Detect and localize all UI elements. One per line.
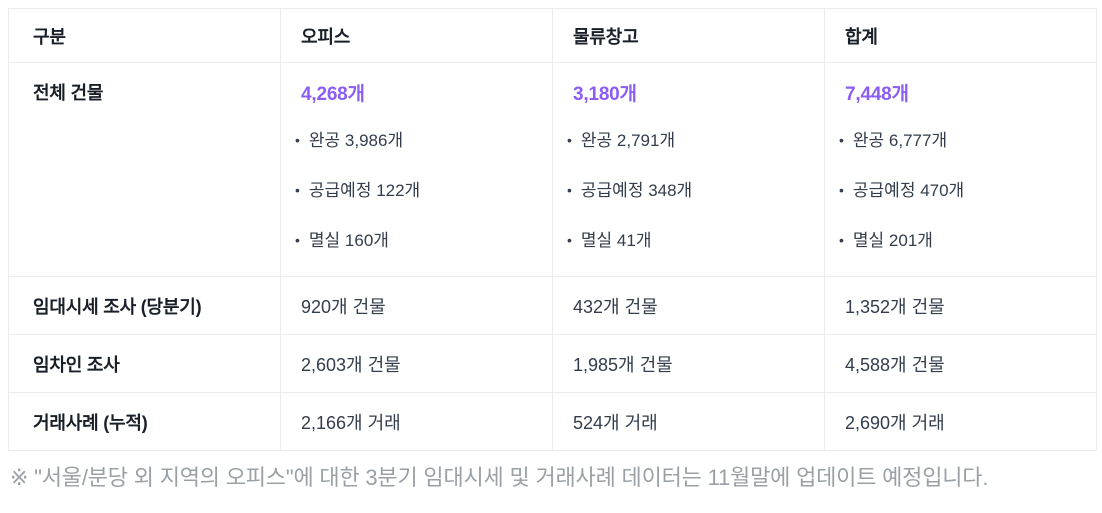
cell-rent-survey-total: 1,352개 건물 (824, 276, 1097, 335)
cell-tenant-survey-office: 2,603개 건물 (280, 334, 553, 393)
footnote: ※ "서울/분당 외 지역의 오피스"에 대한 3분기 임대시세 및 거래사례 … (10, 465, 989, 490)
total-count-warehouse: 3,180개 (573, 84, 637, 105)
breakdown-item: 멸실 201개 (839, 226, 1080, 251)
table-row-rent-survey: 임대시세 조사 (당분기) 920개 건물 432개 건물 1,352개 건물 (8, 276, 1097, 335)
breakdown-item: 완공 2,791개 (567, 126, 808, 151)
table-row-tenant-survey: 임차인 조사 2,603개 건물 1,985개 건물 4,588개 건물 (8, 334, 1097, 393)
page: 구분 오피스 물류창고 합계 전체 건물 4,268개 완공 3,986개 공급… (0, 0, 1102, 499)
column-header-warehouse: 물류창고 (552, 8, 825, 63)
cell-rent-survey-warehouse: 432개 건물 (552, 276, 825, 335)
cell-transactions-warehouse: 524개 거래 (552, 392, 825, 451)
cell-total-buildings-warehouse: 3,180개 완공 2,791개 공급예정 348개 멸실 41개 (552, 62, 825, 277)
total-count-office: 4,268개 (301, 84, 365, 105)
row-label-transactions: 거래사례 (누적) (8, 392, 281, 451)
cell-total-buildings-total: 7,448개 완공 6,777개 공급예정 470개 멸실 201개 (824, 62, 1097, 277)
row-label-tenant-survey: 임차인 조사 (8, 334, 281, 393)
breakdown-item: 공급예정 470개 (839, 176, 1080, 201)
cell-rent-survey-office: 920개 건물 (280, 276, 553, 335)
cell-transactions-office: 2,166개 거래 (280, 392, 553, 451)
breakdown-item: 멸실 160개 (295, 226, 536, 251)
column-header-category: 구분 (8, 8, 281, 63)
breakdown-item: 멸실 41개 (567, 226, 808, 251)
breakdown-item: 완공 3,986개 (295, 126, 536, 151)
table-header-row: 구분 오피스 물류창고 합계 (8, 8, 1097, 63)
table-row-transactions: 거래사례 (누적) 2,166개 거래 524개 거래 2,690개 거래 (8, 392, 1097, 451)
table-row-total-buildings: 전체 건물 4,268개 완공 3,986개 공급예정 122개 멸실 160개… (8, 62, 1097, 277)
breakdown-item: 공급예정 348개 (567, 176, 808, 201)
breakdown-item: 완공 6,777개 (839, 126, 1080, 151)
column-header-total: 합계 (824, 8, 1097, 63)
breakdown-item: 공급예정 122개 (295, 176, 536, 201)
cell-transactions-total: 2,690개 거래 (824, 392, 1097, 451)
cell-tenant-survey-total: 4,588개 건물 (824, 334, 1097, 393)
breakdown-list-total: 완공 6,777개 공급예정 470개 멸실 201개 (839, 126, 1080, 251)
building-stats-table: 구분 오피스 물류창고 합계 전체 건물 4,268개 완공 3,986개 공급… (8, 8, 1097, 451)
cell-tenant-survey-warehouse: 1,985개 건물 (552, 334, 825, 393)
cell-total-buildings-office: 4,268개 완공 3,986개 공급예정 122개 멸실 160개 (280, 62, 553, 277)
row-label-rent-survey: 임대시세 조사 (당분기) (8, 276, 281, 335)
column-header-office: 오피스 (280, 8, 553, 63)
row-label-total-buildings: 전체 건물 (8, 62, 281, 277)
breakdown-list-office: 완공 3,986개 공급예정 122개 멸실 160개 (295, 126, 536, 251)
total-count-total: 7,448개 (845, 84, 909, 105)
breakdown-list-warehouse: 완공 2,791개 공급예정 348개 멸실 41개 (567, 126, 808, 251)
